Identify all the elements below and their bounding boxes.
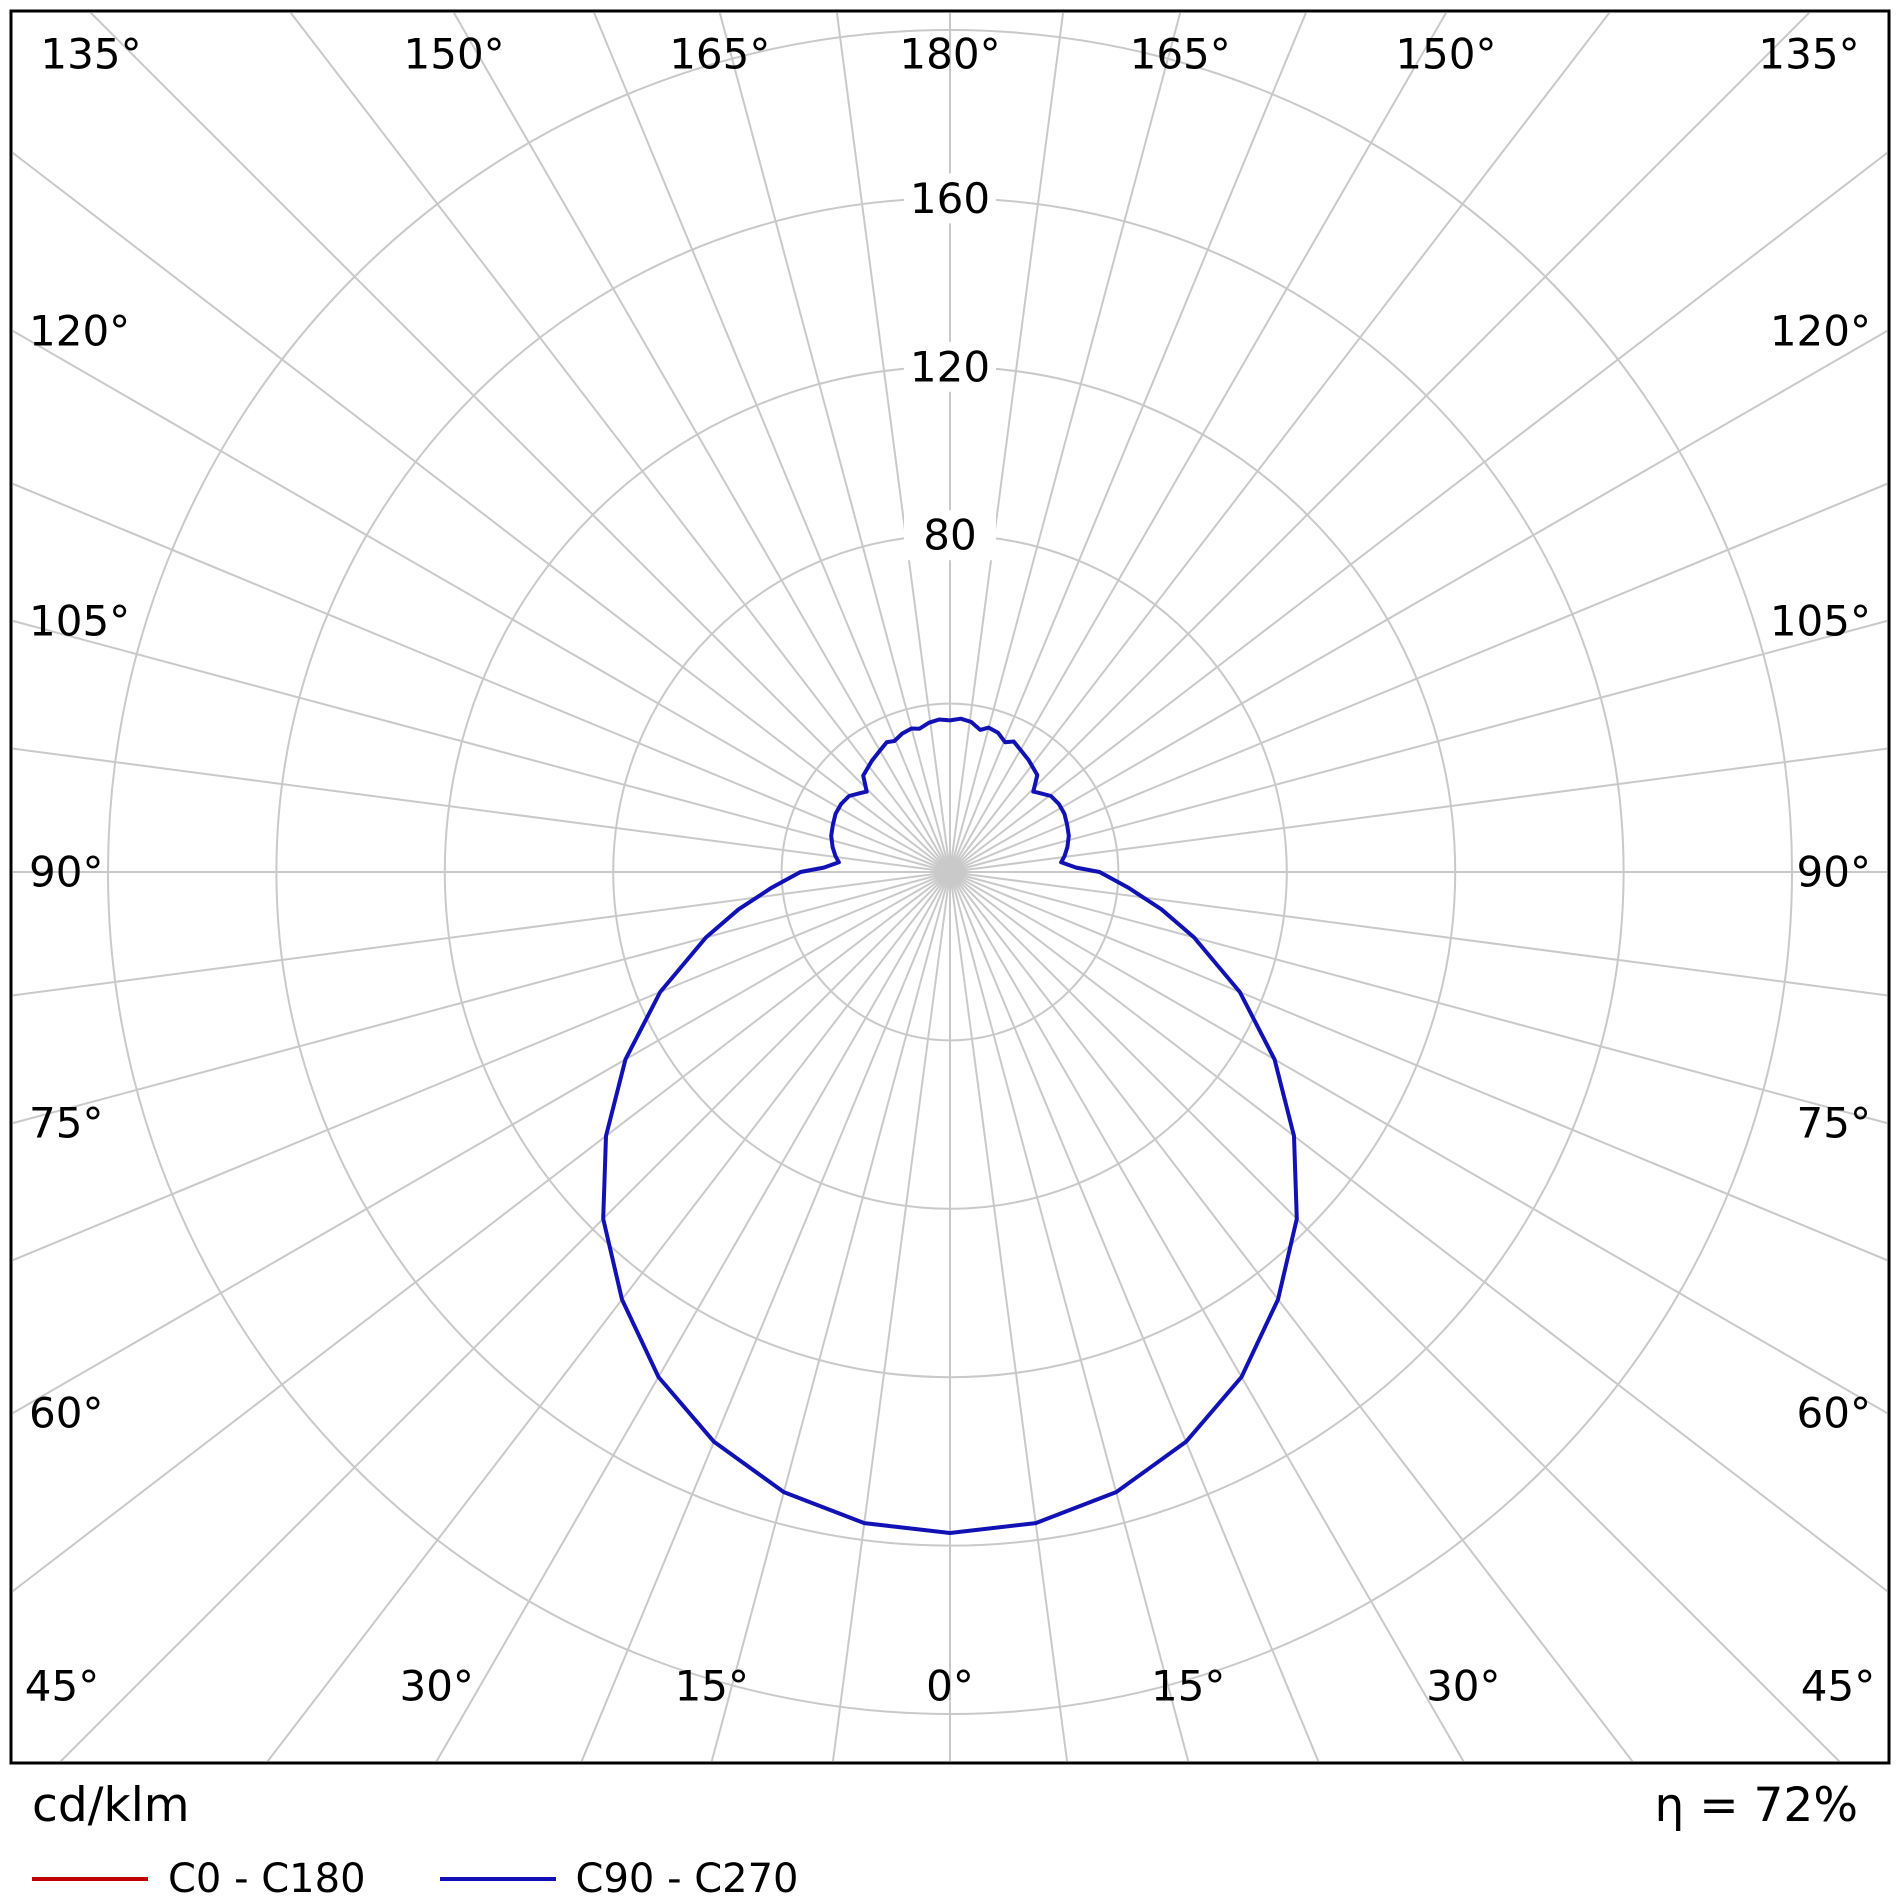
angle-label-135deg-right: 135°	[1758, 30, 1859, 79]
footer: cd/klm η = 72%	[32, 1778, 1858, 1833]
ring-label-80: 80	[923, 511, 976, 560]
grid-radial-line	[435, 871, 951, 1761]
efficiency-label: η = 72%	[1654, 1778, 1858, 1833]
grid-radial-line	[949, 13, 1307, 873]
grid-ring-200	[107, 29, 1793, 1715]
grid-radial-line	[13, 151, 951, 873]
angle-label-45deg-left: 45°	[25, 1662, 99, 1711]
grid-radial-line	[59, 871, 951, 1761]
angle-label-105deg-right: 105°	[1770, 596, 1871, 645]
grid-radial-line	[13, 871, 951, 1593]
angle-label-165deg-right: 165°	[1130, 30, 1231, 79]
angle-label-45deg-right: 45°	[1801, 1662, 1875, 1711]
angle-label-30deg-left: 30°	[399, 1662, 473, 1711]
angle-label-15deg-right: 15°	[1151, 1662, 1225, 1711]
grid-radial-line	[949, 329, 1887, 873]
grid-radial-line	[13, 619, 951, 873]
grid-radial-line	[266, 871, 951, 1761]
angle-label-105deg-left: 105°	[29, 596, 130, 645]
unit-label: cd/klm	[32, 1778, 190, 1833]
grid-radial-line	[949, 871, 1887, 1125]
ring-label-bg	[904, 173, 996, 224]
grid-radial-line	[949, 871, 1887, 1262]
grid-radial-line	[710, 871, 951, 1761]
grid-radial-line	[13, 871, 951, 1415]
legend-item-c90-c270: C90 - C270	[439, 1856, 799, 1900]
legend-swatch-c90-c270	[439, 1877, 556, 1881]
grid-radial-line	[13, 871, 951, 997]
grid-radial-line	[949, 13, 1811, 873]
ring-label-120: 120	[910, 342, 990, 391]
grid-radial-line	[835, 13, 951, 873]
angle-label-150deg-right: 150°	[1395, 30, 1496, 79]
grid-radial-line	[949, 13, 1611, 873]
angle-label-60deg-left: 60°	[29, 1389, 103, 1438]
angle-label-15deg-left: 15°	[675, 1662, 749, 1711]
grid-radial-line	[89, 13, 951, 873]
angle-label-120deg-right: 120°	[1770, 307, 1871, 356]
plot-border	[9, 9, 1891, 1765]
angle-label-30deg-right: 30°	[1426, 1662, 1500, 1711]
grid-radial-line	[13, 482, 951, 873]
grid-radial-line	[593, 13, 951, 873]
curve-C90-C270	[601, 716, 1299, 1535]
angle-label-135deg-left: 135°	[40, 30, 141, 79]
grid-radial-line	[949, 13, 1448, 873]
grid-radial-line	[949, 619, 1887, 873]
grid-radial-line	[949, 871, 1887, 1415]
legend-label-c0-c180: C0 - C180	[168, 1856, 366, 1900]
grid-radial-line	[949, 13, 1065, 873]
grid-radial-line	[949, 871, 1634, 1761]
grid-radial-line	[13, 871, 951, 1262]
grid-radial-line	[949, 747, 1887, 873]
grid-ring-40	[780, 702, 1120, 1042]
grid-radial-line	[289, 13, 951, 873]
angle-label-75deg-left: 75°	[29, 1099, 103, 1148]
legend-item-c0-c180: C0 - C180	[32, 1856, 366, 1900]
angle-label-150deg-left: 150°	[404, 30, 505, 79]
grid-radial-line	[13, 871, 951, 1125]
grid-radial-line	[949, 151, 1887, 873]
grid-radial-line	[949, 871, 1887, 1593]
angle-label-75deg-right: 75°	[1797, 1099, 1871, 1148]
angle-label-120deg-left: 120°	[29, 307, 130, 356]
angle-label-90deg-right: 90°	[1797, 848, 1871, 897]
angle-label-60deg-right: 60°	[1797, 1389, 1871, 1438]
grid-radial-line	[13, 747, 951, 873]
grid-radial-line	[580, 871, 951, 1761]
grid-radial-line	[452, 13, 951, 873]
grid-radial-line	[13, 329, 951, 873]
grid-radial-line	[949, 871, 1841, 1761]
grid-radial-line	[831, 871, 951, 1761]
grid-radial-line	[949, 871, 1320, 1761]
legend: C0 - C180 C90 - C270	[32, 1856, 799, 1900]
grid-radial-line	[949, 871, 1887, 997]
ring-label-160: 160	[910, 174, 990, 223]
angle-label-0deg-right: 0°	[926, 1662, 974, 1711]
angle-label-165deg-left: 165°	[669, 30, 770, 79]
grid-radial-line	[949, 871, 1465, 1761]
grid-radial-line	[949, 482, 1887, 873]
legend-swatch-c0-c180	[32, 1877, 148, 1881]
grid-radial-line	[949, 871, 1190, 1761]
ring-label-bg	[904, 510, 996, 561]
legend-label-c90-c270: C90 - C270	[575, 1856, 799, 1900]
grid-radial-line	[718, 13, 951, 873]
grid-radial-line	[949, 13, 1182, 873]
angle-label-180deg-right: 180°	[899, 30, 1000, 79]
angle-label-90deg-left: 90°	[29, 848, 103, 897]
ring-label-bg	[904, 341, 996, 392]
grid-radial-line	[949, 871, 1069, 1761]
